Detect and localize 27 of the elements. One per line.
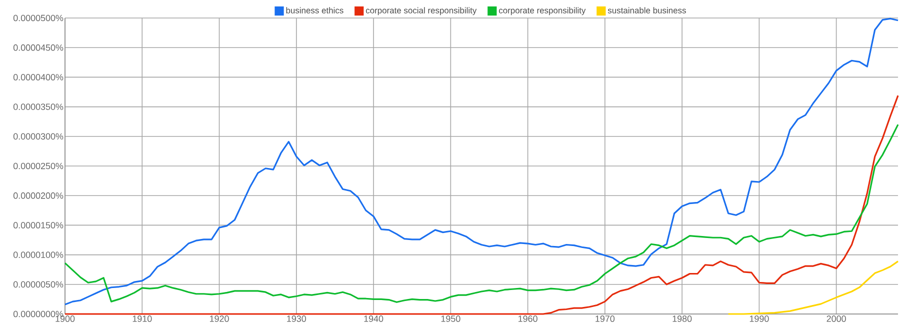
legend-label: sustainable business bbox=[608, 7, 686, 14]
legend-label: corporate responsibility bbox=[498, 7, 586, 16]
x-tick-label: 1910 bbox=[132, 316, 152, 322]
y-tick-label: 0.0000200% bbox=[13, 192, 64, 199]
y-tick-label: 0.0000050% bbox=[13, 281, 64, 288]
x-tick-label: 1900 bbox=[56, 316, 75, 322]
y-tick-label: 0.0000400% bbox=[13, 74, 64, 80]
y-tick-label: 0.0000100% bbox=[13, 252, 64, 258]
x-tick-label: 1960 bbox=[518, 316, 538, 322]
y-tick-label: 0.0000000% bbox=[13, 310, 64, 318]
x-tick-label: 1970 bbox=[596, 316, 615, 322]
y-tick-label: 0.0000450% bbox=[13, 44, 64, 51]
y-tick-label: 0.0000250% bbox=[13, 162, 64, 170]
x-tick-label: 1930 bbox=[287, 316, 306, 322]
y-tick-label: 0.0000150% bbox=[13, 222, 64, 228]
x-tick-label: 1980 bbox=[672, 316, 692, 322]
legend-label: corporate social responsibility bbox=[366, 7, 477, 16]
line-series bbox=[64, 18, 899, 306]
y-tick-label: 0.0000500% bbox=[13, 14, 64, 22]
x-tick-label: 1920 bbox=[210, 316, 229, 322]
x-tick-label: 1990 bbox=[750, 316, 769, 322]
x-tick-label: 1950 bbox=[441, 316, 460, 322]
x-tick-label: 2000 bbox=[826, 316, 846, 322]
y-tick-label: 0.0000350% bbox=[13, 104, 64, 110]
x-tick-label: 1940 bbox=[364, 316, 384, 322]
legend-label: business ethics bbox=[286, 7, 344, 14]
y-tick-label: 0.0000300% bbox=[13, 133, 64, 140]
